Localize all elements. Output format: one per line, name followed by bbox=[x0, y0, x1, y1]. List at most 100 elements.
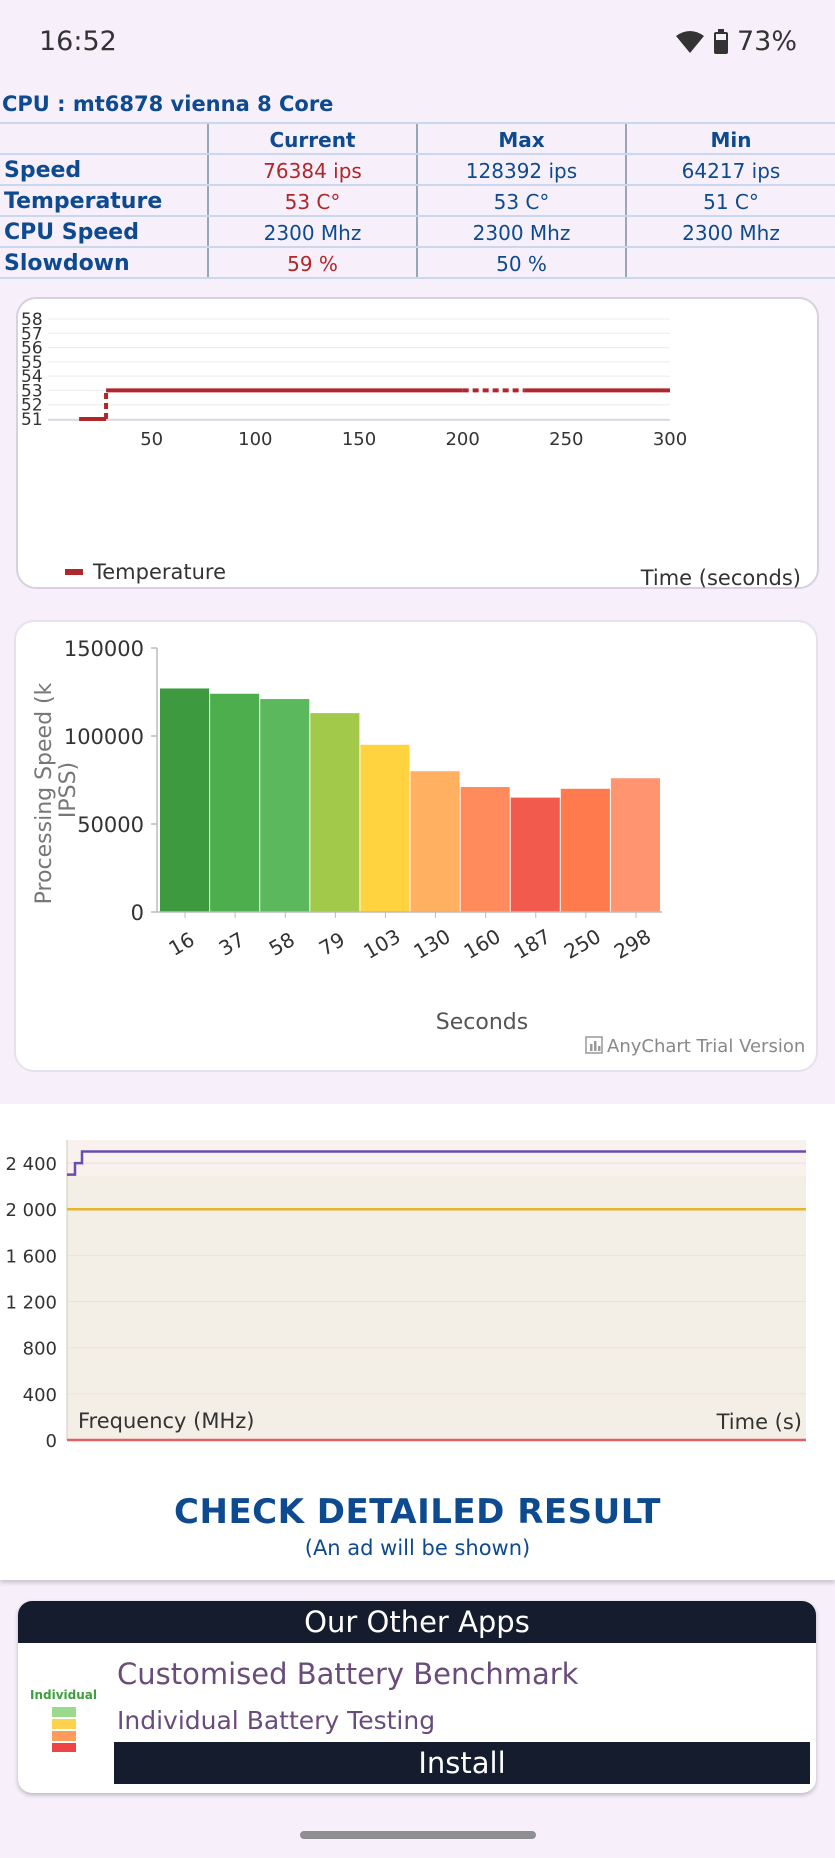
status-icons: 73% bbox=[675, 26, 797, 57]
app-name[interactable]: Customised Battery Benchmark bbox=[117, 1657, 579, 1691]
credit-icon-bar bbox=[594, 1041, 597, 1051]
plot-band bbox=[67, 1140, 806, 1176]
y-tick-label: 0 bbox=[46, 1431, 57, 1452]
other-apps-card: Our Other Apps Individual Customised Bat… bbox=[18, 1601, 816, 1793]
x-tick-label: 200 bbox=[445, 429, 479, 450]
row-label: Speed bbox=[0, 154, 208, 186]
x-axis-label: Seconds bbox=[436, 1010, 528, 1035]
frequency-chart: 2 400 2 000 1 600 1 200 800 400 0 Frequency (M… bbox=[5, 1140, 806, 1452]
table-header-row: Current Max Min bbox=[0, 122, 835, 155]
frequency-chart-panel: 2 400 2 000 1 600 1 200 800 400 0 Frequency (M… bbox=[0, 1104, 835, 1470]
other-apps-header: Our Other Apps bbox=[18, 1601, 816, 1643]
y-tick-label: 50000 bbox=[77, 813, 144, 837]
battery-percent: 73% bbox=[736, 26, 797, 57]
column-header: Max bbox=[416, 122, 626, 155]
cta-title: CHECK DETAILED RESULT bbox=[174, 1492, 661, 1532]
y-tick-label: 58 bbox=[21, 310, 43, 330]
y-tick-label: 57 bbox=[21, 324, 43, 344]
y-tick-label: 2 400 bbox=[5, 1154, 57, 1175]
y-tick-label: 54 bbox=[21, 367, 43, 387]
battery-icon bbox=[713, 28, 728, 54]
y-tick-label: 1 200 bbox=[5, 1293, 57, 1314]
y-tick-label: 56 bbox=[21, 339, 43, 359]
battery-cell-icon bbox=[52, 1743, 76, 1752]
x-tick-label: 37 bbox=[215, 927, 249, 961]
battery-cell-icon bbox=[52, 1731, 76, 1741]
legend-label: Temperature bbox=[92, 560, 226, 584]
battery-benchmark-app-icon[interactable]: Individual bbox=[28, 1689, 100, 1759]
credit-icon bbox=[585, 1036, 603, 1054]
cell-min: 51 C° bbox=[625, 185, 835, 217]
y-tick-label: 0 bbox=[131, 901, 144, 925]
y-tick-label: 400 bbox=[23, 1385, 57, 1406]
column-header: Min bbox=[625, 122, 835, 155]
y-axis-label-line2: IPSS) bbox=[56, 762, 81, 818]
home-indicator[interactable] bbox=[300, 1831, 536, 1839]
x-tick-label: 160 bbox=[460, 924, 505, 964]
cell-current: 76384 ips bbox=[207, 154, 417, 186]
battery-cell-icon bbox=[52, 1719, 76, 1729]
install-button[interactable]: Install bbox=[114, 1742, 810, 1784]
x-axis-label: Time (seconds) bbox=[640, 566, 801, 590]
cell-min: 2300 Mhz bbox=[625, 216, 835, 248]
status-time: 16:52 bbox=[39, 26, 117, 57]
y-tick-label: 52 bbox=[21, 396, 43, 416]
y-tick-label: 150000 bbox=[64, 637, 144, 661]
wifi-icon bbox=[675, 30, 704, 53]
x-tick-label: 300 bbox=[653, 429, 687, 450]
y-tick-label: 1 600 bbox=[5, 1246, 57, 1267]
x-tick-label: 16 bbox=[165, 927, 199, 961]
legend-swatch bbox=[65, 569, 83, 575]
y-tick-label: 100000 bbox=[64, 725, 144, 749]
check-detailed-result-button[interactable]: CHECK DETAILED RESULT (An ad will be sho… bbox=[0, 1470, 835, 1580]
x-tick-label: 130 bbox=[410, 924, 455, 964]
speed-bar bbox=[160, 688, 210, 912]
x-tick-label: 50 bbox=[140, 429, 163, 450]
row-label: Temperature bbox=[0, 185, 208, 217]
x-axis-label: Time (s) bbox=[716, 1410, 802, 1434]
cell-min: 64217 ips bbox=[625, 154, 835, 186]
speed-bar bbox=[560, 788, 610, 912]
cell-max: 2300 Mhz bbox=[416, 216, 626, 248]
cell-min bbox=[625, 247, 835, 279]
speed-bar bbox=[310, 713, 360, 912]
table-row: Temperature 53 C° 53 C° 51 C° bbox=[0, 185, 835, 217]
speed-bar bbox=[410, 771, 460, 912]
y-tick-label: 2 000 bbox=[5, 1200, 57, 1221]
y-tick-label: 51 bbox=[21, 410, 43, 430]
cell-current: 59 % bbox=[207, 247, 417, 279]
speed-bar bbox=[260, 699, 310, 912]
y-tick-label: 800 bbox=[23, 1339, 57, 1360]
cell-max: 128392 ips bbox=[416, 154, 626, 186]
cell-current: 2300 Mhz bbox=[207, 216, 417, 248]
speed-bar bbox=[360, 744, 410, 912]
row-label: Slowdown bbox=[0, 247, 208, 279]
cpu-title: CPU : mt6878 vienna 8 Core bbox=[2, 92, 334, 116]
speed-bar bbox=[210, 693, 260, 912]
table-corner bbox=[0, 122, 208, 155]
x-tick-label: 298 bbox=[610, 924, 655, 964]
cta-subtitle: (An ad will be shown) bbox=[304, 1536, 531, 1560]
credit-icon-bar bbox=[598, 1046, 601, 1051]
cell-max: 53 C° bbox=[416, 185, 626, 217]
x-tick-label: 250 bbox=[549, 429, 583, 450]
table-row: Speed 76384 ips 128392 ips 64217 ips bbox=[0, 154, 835, 186]
plot-background bbox=[67, 1140, 806, 1440]
x-tick-label: 58 bbox=[265, 927, 299, 961]
table-row: Slowdown 59 % 50 % bbox=[0, 247, 835, 279]
temperature-chart-card: 58 57 56 55 54 53 52 51 50 100 150 200 250 300 Tempe… bbox=[16, 297, 819, 590]
speed-bar bbox=[460, 787, 510, 912]
app-description: Individual Battery Testing bbox=[117, 1706, 436, 1735]
x-tick-label: 103 bbox=[359, 924, 404, 964]
cpu-stats-table: Current Max Min Speed 76384 ips 128392 i… bbox=[0, 122, 835, 279]
y-tick-label: 53 bbox=[21, 381, 43, 401]
speed-chart-card: 150000 100000 50000 0 16 37 58 79 103 130 160 187 2… bbox=[14, 620, 818, 1072]
frequency-series-line bbox=[67, 1150, 806, 1176]
app-icon-label: Individual bbox=[30, 1689, 97, 1702]
y-axis-label-line1: Processing Speed (k bbox=[32, 682, 57, 904]
x-tick-label: 250 bbox=[560, 924, 605, 964]
battery-cell-icon bbox=[52, 1707, 76, 1717]
cell-max: 50 % bbox=[416, 247, 626, 279]
